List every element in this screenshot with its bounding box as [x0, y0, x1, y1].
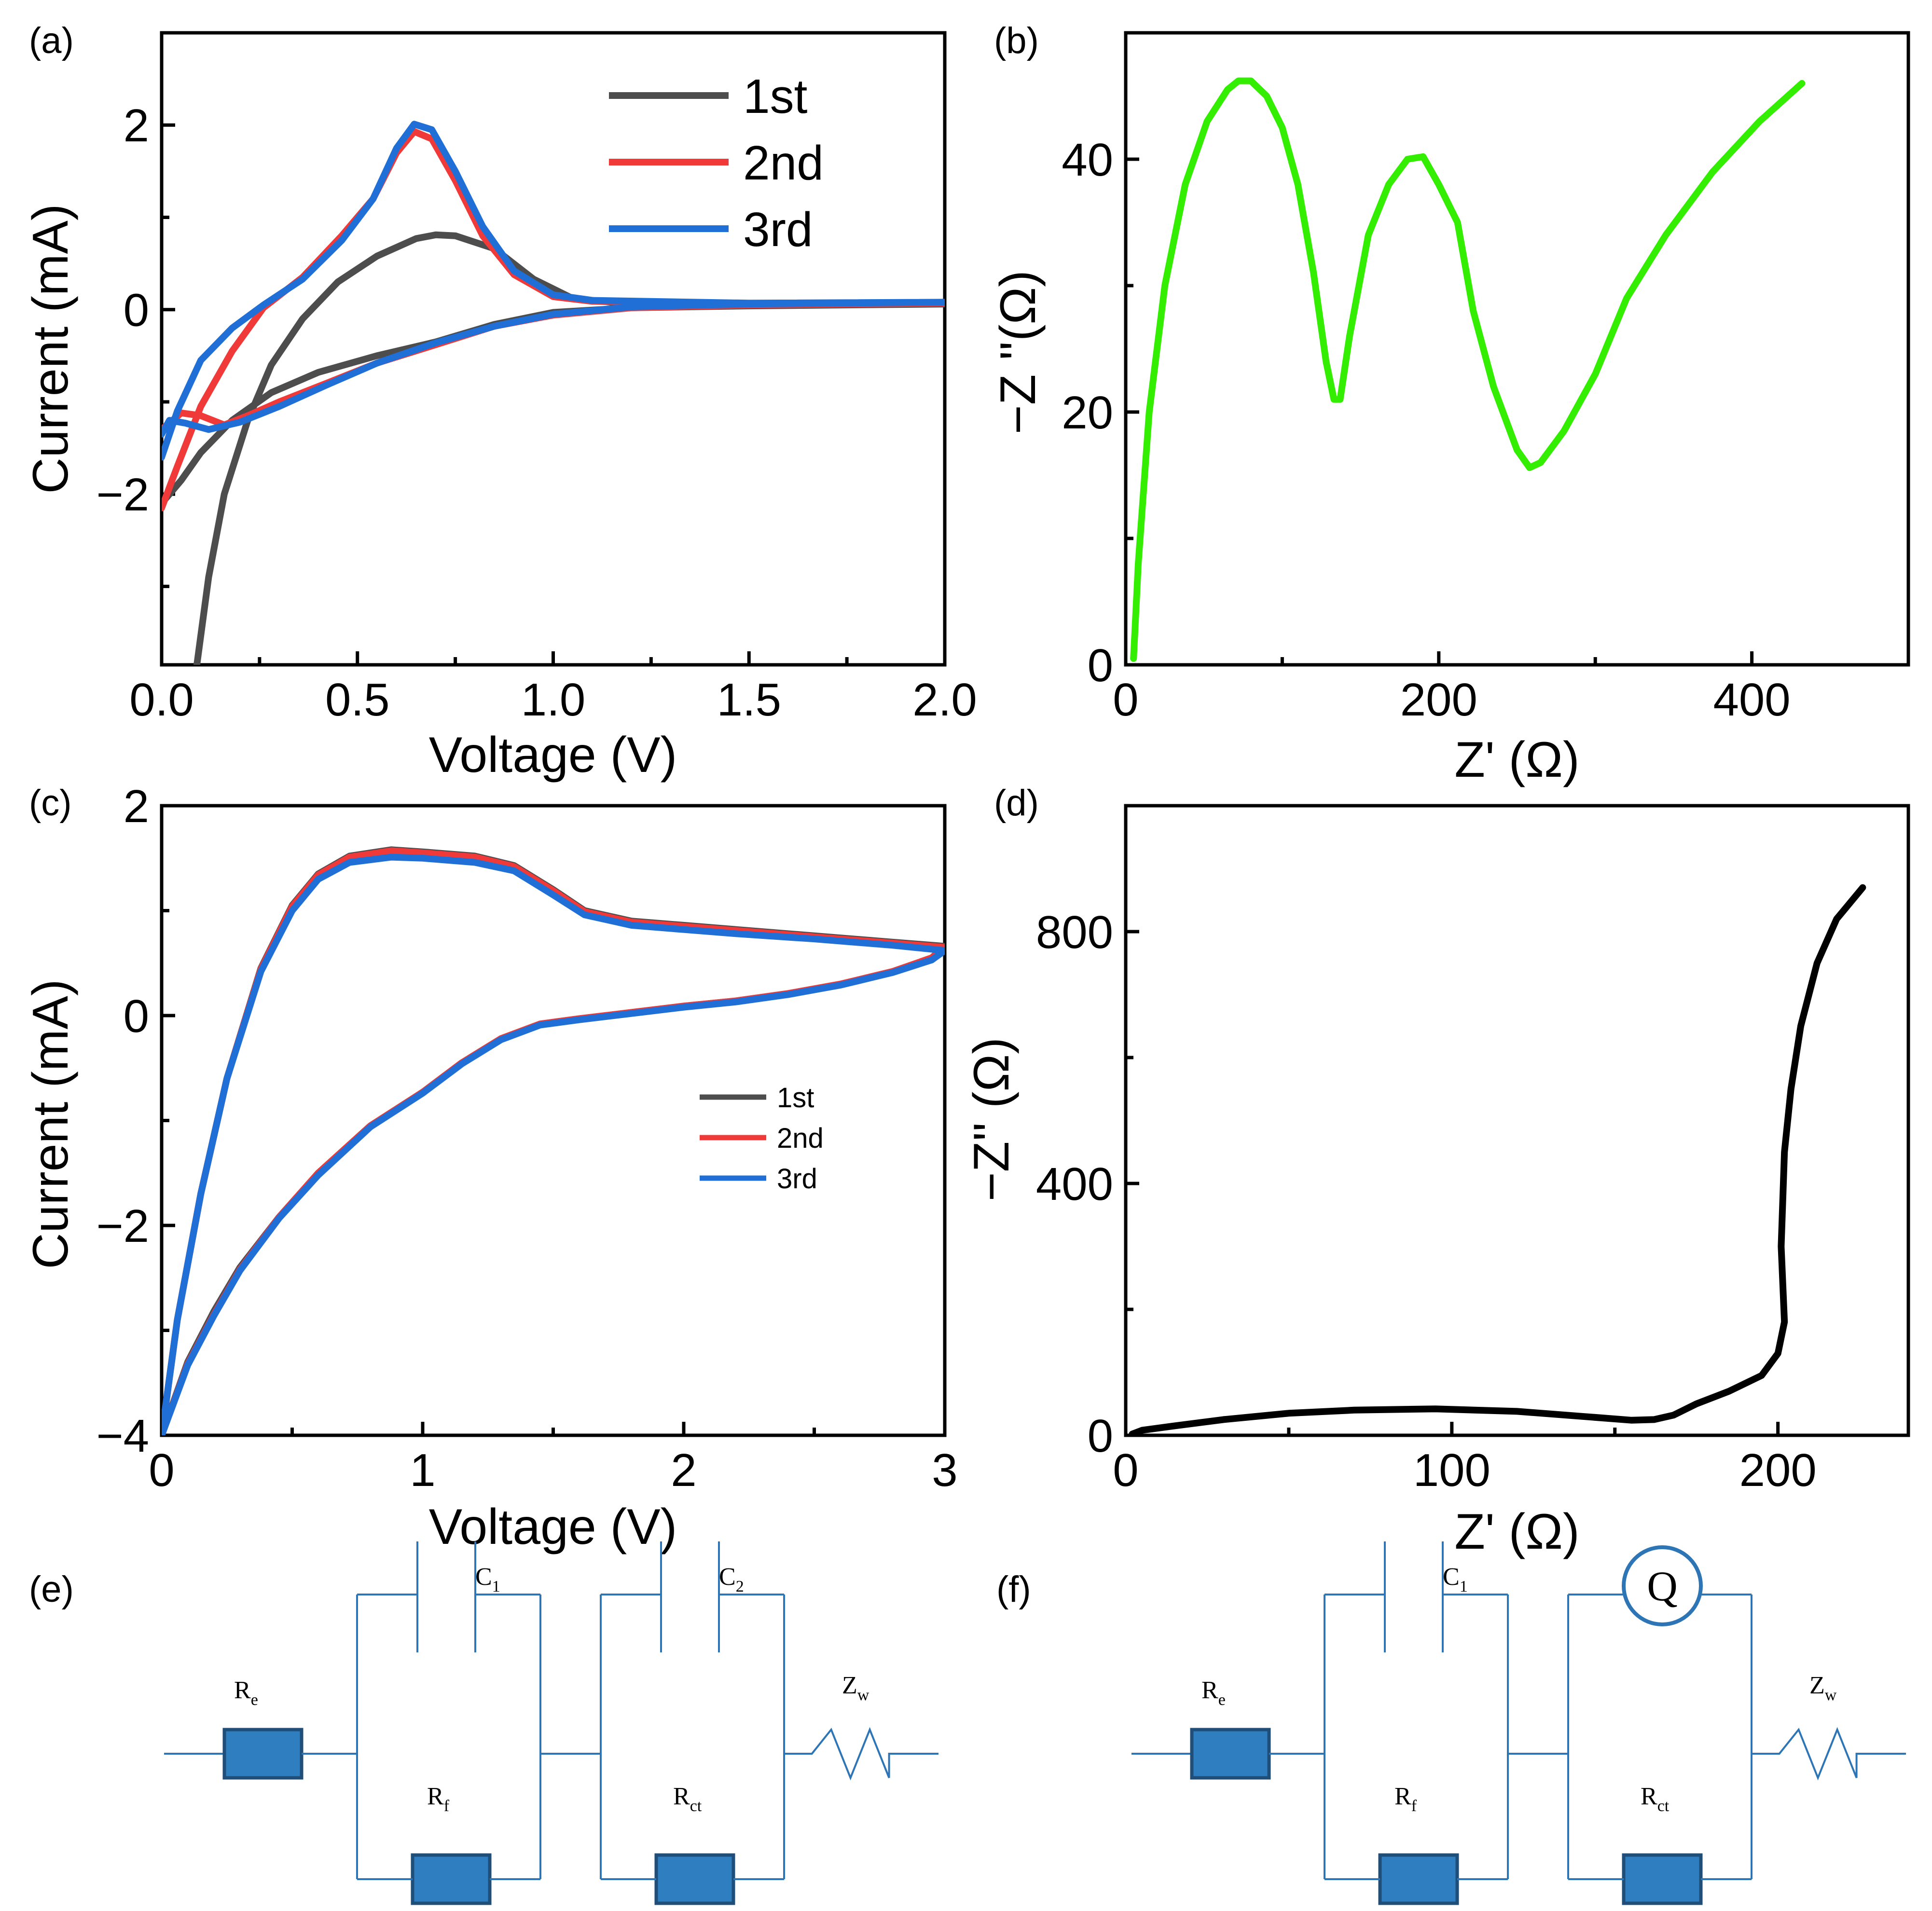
x-tick-label: 3	[932, 1444, 957, 1496]
x-tick-label: 400	[1713, 674, 1791, 726]
legend-label-3rd: 3rd	[777, 1163, 817, 1195]
plot-frame	[1124, 31, 1910, 667]
label-rct: Rct	[673, 1783, 702, 1815]
warburg-zw	[1752, 1727, 1906, 1781]
panel-label: (f)	[996, 1569, 1031, 1610]
label-rct: Rct	[1641, 1783, 1670, 1815]
y-tick-label: 400	[1036, 1158, 1113, 1210]
resistor-re	[1190, 1728, 1271, 1780]
label-zw: Zw	[842, 1672, 869, 1704]
label-re: Re	[1201, 1677, 1226, 1709]
series-line-3rd	[162, 121, 945, 461]
panel-a: (a) 0.0 0.5 1.0 1.5 2.0 −2 0 2 Voltage (V) Current…	[23, 20, 977, 783]
panel-label: (a)	[29, 20, 74, 61]
y-tick-label: 2	[124, 100, 149, 151]
panel-b: (b) 0 200 400 0 20 40 Z' (Ω) −Z ''(Ω)	[990, 20, 1910, 788]
plot-frame	[1124, 804, 1910, 1437]
y-axis-label: Current (mA)	[23, 979, 79, 1269]
y-tick-label: 0	[1088, 640, 1113, 691]
x-tick-label: 200	[1739, 1444, 1817, 1496]
warburg-zw	[784, 1727, 938, 1781]
legend-label-2nd: 2nd	[777, 1123, 824, 1154]
panel-label: (c)	[29, 783, 72, 824]
legend-label-1st: 1st	[777, 1082, 814, 1114]
y-axis-label: −Z'' (Ω)	[964, 1037, 1020, 1201]
circuit-f: (f) Re C1 Rf Q Rct Zw	[996, 1541, 1906, 1905]
legend-label-3rd: 3rd	[743, 203, 813, 257]
label-c2: C2	[719, 1563, 744, 1595]
x-tick-label: 0	[1113, 1444, 1138, 1496]
y-axis-label: −Z ''(Ω)	[990, 270, 1046, 434]
circuit-e: (e) Re C1 Rf C2 Rct Zw	[29, 1541, 938, 1905]
x-tick-label: 0.5	[325, 674, 389, 726]
panel-label: (d)	[994, 783, 1039, 824]
panel-label: (e)	[29, 1569, 74, 1610]
resistor-rct	[654, 1853, 735, 1905]
label-c1: C1	[1443, 1563, 1468, 1595]
y-tick-label: 20	[1062, 387, 1113, 439]
resistor-re	[222, 1728, 304, 1780]
panel-label: (b)	[994, 20, 1039, 61]
y-axis-label: Current (mA)	[23, 204, 79, 494]
legend-label-2nd: 2nd	[743, 136, 824, 190]
label-rf: Rf	[427, 1783, 450, 1815]
series-line-EIS	[1129, 884, 1866, 1435]
label-re: Re	[234, 1677, 258, 1709]
y-tick-label: −2	[97, 1200, 149, 1252]
label-c1: C1	[475, 1563, 500, 1595]
resistor-rf	[411, 1853, 492, 1905]
label-q: Q	[1647, 1563, 1678, 1610]
series-line-2nd	[162, 128, 945, 511]
y-tick-label: 2	[124, 781, 149, 832]
cpe-q	[1622, 1545, 1703, 1626]
y-tick-label: 0	[1088, 1410, 1113, 1462]
x-tick-label: 1.5	[717, 674, 781, 726]
plot-frame	[160, 804, 947, 1437]
x-tick-label: 2.0	[912, 674, 977, 726]
x-tick-label: 200	[1400, 674, 1477, 726]
x-tick-label: 1.0	[521, 674, 585, 726]
y-tick-label: −4	[97, 1410, 149, 1462]
x-tick-label: 2	[671, 1444, 696, 1496]
resistor-rct	[1622, 1853, 1703, 1905]
series-line-EIS	[1130, 77, 1806, 662]
y-tick-label: 800	[1036, 907, 1113, 958]
x-axis-label: Z' (Ω)	[1454, 732, 1579, 788]
label-rf: Rf	[1394, 1783, 1417, 1815]
y-tick-label: 0	[124, 990, 149, 1042]
x-tick-label: 100	[1413, 1444, 1490, 1496]
x-axis-label: Z' (Ω)	[1454, 1504, 1579, 1560]
y-tick-label: 0	[124, 285, 149, 336]
panel-d: (d) 0 100 200 0 400 800 Z' (Ω) −Z'' (Ω)	[964, 783, 1910, 1560]
x-tick-label: 1	[410, 1444, 435, 1496]
label-zw: Zw	[1809, 1672, 1837, 1704]
x-axis-label: Voltage (V)	[429, 1499, 677, 1555]
y-tick-label: −2	[97, 469, 149, 521]
x-tick-label: 0	[1113, 674, 1138, 726]
series-line-3rd	[162, 853, 945, 1435]
resistor-rf	[1378, 1853, 1459, 1905]
x-axis-label: Voltage (V)	[429, 727, 677, 783]
x-tick-label: 0.0	[129, 674, 193, 726]
y-tick-label: 40	[1062, 134, 1113, 186]
x-tick-label: 0	[149, 1444, 174, 1496]
legend-label-1st: 1st	[743, 69, 808, 124]
